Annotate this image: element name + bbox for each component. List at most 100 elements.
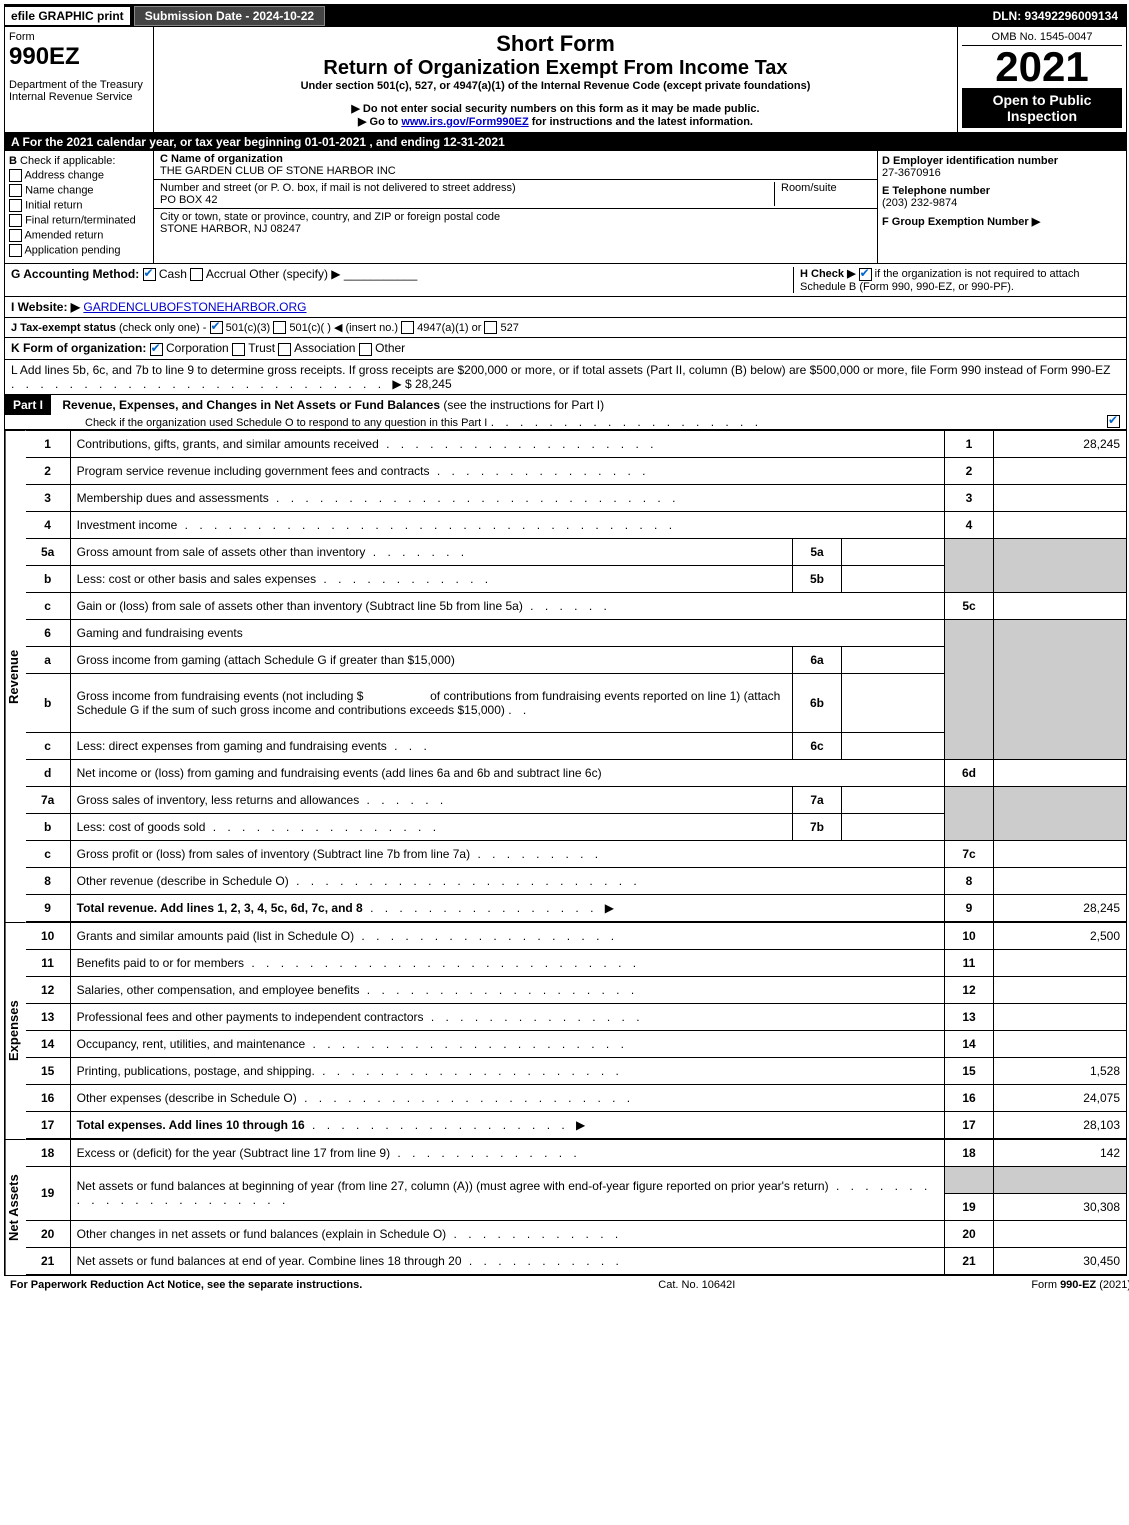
checkbox-final-return[interactable]: Final return/terminated: [9, 214, 149, 227]
line-desc: Net assets or fund balances at end of ye…: [70, 1247, 944, 1274]
desc-text: Other expenses (describe in Schedule O): [77, 1091, 297, 1105]
line-rn: 21: [945, 1247, 994, 1274]
goto-post: for instructions and the latest informat…: [529, 116, 753, 128]
line-no: 9: [26, 894, 71, 921]
sub-no: 5a: [793, 538, 842, 565]
efile-label: efile GRAPHIC print: [5, 7, 130, 25]
l-value: $ 28,245: [405, 377, 452, 391]
row-i: I Website: ▶ GARDENCLUBOFSTONEHARBOR.ORG: [5, 297, 1126, 318]
line-val: [994, 976, 1127, 1003]
dots: . . . . . . . . . . .: [462, 1254, 623, 1268]
street-label: Number and street (or P. O. box, if mail…: [160, 182, 516, 194]
spacer: [362, 1279, 658, 1291]
checkbox-icon: [9, 214, 22, 227]
line-no: 4: [26, 511, 71, 538]
part1-title: Revenue, Expenses, and Changes in Net As…: [54, 398, 440, 412]
line-desc: Less: direct expenses from gaming and fu…: [70, 732, 792, 759]
part1-note: (see the instructions for Part I): [443, 398, 604, 412]
j-opt2: 501(c)( ) ◀ (insert no.): [289, 322, 398, 334]
checkbox-amended-return[interactable]: Amended return: [9, 229, 149, 242]
checkbox-527[interactable]: [484, 321, 497, 334]
dots: . . . . . . . . . . . . . . .: [424, 1010, 644, 1024]
k-other: Other: [375, 341, 405, 355]
checkbox-501c3[interactable]: [210, 321, 223, 334]
checkbox-corp[interactable]: [150, 343, 163, 356]
j-opt3: 4947(a)(1) or: [417, 322, 481, 334]
grey-cell: [945, 538, 994, 592]
checkbox-address-change[interactable]: Address change: [9, 169, 149, 182]
j-note: (check only one) -: [119, 322, 206, 334]
line-no: 21: [26, 1247, 71, 1274]
checkbox-icon: [9, 229, 22, 242]
cb-label: Amended return: [24, 229, 103, 241]
line-no: 16: [26, 1084, 71, 1111]
line-rn: 8: [945, 867, 994, 894]
dots: . . . . . .: [523, 599, 611, 613]
checkbox-application-pending[interactable]: Application pending: [9, 244, 149, 257]
table-row: c Gain or (loss) from sale of assets oth…: [26, 592, 1126, 619]
dots: . . . . . . . . . . . . . . . . . . . . …: [289, 874, 641, 888]
line-desc: Gross income from fundraising events (no…: [70, 673, 792, 732]
dots: . . . . . . . . . . . . . . . . . . . . …: [11, 377, 392, 391]
dots: . . . . . . . . . . . . . . . . . . . . …: [297, 1091, 634, 1105]
dots: . . . . . . . . . . . . . . . . . . .: [491, 415, 762, 429]
footer-right-pre: Form: [1031, 1279, 1060, 1291]
checkbox-initial-return[interactable]: Initial return: [9, 199, 149, 212]
h-label: H Check ▶: [800, 268, 856, 280]
part1-header-row: Part I Revenue, Expenses, and Changes in…: [5, 395, 1126, 430]
j-opt4: 527: [501, 322, 519, 334]
line-rn: 1: [945, 430, 994, 457]
line-no: 17: [26, 1111, 71, 1138]
checkbox-other[interactable]: [359, 343, 372, 356]
dots: . . . . . . . . . . . . . . . .: [363, 901, 605, 915]
desc-text: Professional fees and other payments to …: [77, 1010, 424, 1024]
line-no: a: [26, 646, 71, 673]
sub-val: [842, 732, 945, 759]
checkbox-501c[interactable]: [273, 321, 286, 334]
city-row: City or town, state or province, country…: [154, 209, 877, 237]
checkbox-h[interactable]: [859, 268, 872, 281]
form-word: Form: [9, 31, 149, 43]
desc-text: Printing, publications, postage, and shi…: [77, 1064, 315, 1078]
checkbox-icon: [9, 244, 22, 257]
desc-text: Investment income: [77, 518, 178, 532]
cb-label: Name change: [25, 184, 94, 196]
line-desc: Less: cost of goods sold . . . . . . . .…: [70, 813, 792, 840]
sub-no: 6c: [793, 732, 842, 759]
website-link[interactable]: GARDENCLUBOFSTONEHARBOR.ORG: [83, 300, 306, 314]
table-row: 16 Other expenses (describe in Schedule …: [26, 1084, 1126, 1111]
grey-cell: [994, 1166, 1127, 1193]
line-no: b: [26, 673, 71, 732]
checkbox-schedule-o[interactable]: [1107, 415, 1120, 428]
line-no: 1: [26, 430, 71, 457]
short-form-title: Short Form: [158, 31, 953, 57]
part1-check-note: Check if the organization used Schedule …: [5, 417, 487, 429]
line-val: 24,075: [994, 1084, 1127, 1111]
dots: . . .: [387, 739, 431, 753]
checkbox-cash[interactable]: [143, 268, 156, 281]
checkbox-4947[interactable]: [401, 321, 414, 334]
line-rn: 6d: [945, 759, 994, 786]
line-no: 10: [26, 922, 71, 949]
line-desc: Gross income from gaming (attach Schedul…: [70, 646, 792, 673]
tel-value: (203) 232-9874: [882, 197, 957, 209]
line-rn: 3: [945, 484, 994, 511]
line-no: b: [26, 813, 71, 840]
street-row: Number and street (or P. O. box, if mail…: [154, 180, 877, 209]
line-val: 2,500: [994, 922, 1127, 949]
desc-text: Net assets or fund balances at end of ye…: [77, 1254, 462, 1268]
checkbox-assoc[interactable]: [278, 343, 291, 356]
checkbox-trust[interactable]: [232, 343, 245, 356]
tel-field: E Telephone number (203) 232-9874: [882, 185, 1122, 209]
dots: . . . . . . . . . . . . . . . . . . . . …: [269, 491, 680, 505]
dots: . . . . . . . . . . . . .: [390, 1146, 581, 1160]
table-row: 12 Salaries, other compensation, and emp…: [26, 976, 1126, 1003]
footer-right-post: (2021): [1096, 1279, 1129, 1291]
grey-cell: [994, 538, 1127, 592]
checkbox-name-change[interactable]: Name change: [9, 184, 149, 197]
irs-link[interactable]: www.irs.gov/Form990EZ: [401, 116, 528, 128]
checkbox-accrual[interactable]: [190, 268, 203, 281]
checkbox-icon: [9, 169, 22, 182]
header-left: Form 990EZ Department of the Treasury In…: [5, 27, 154, 132]
line-desc: Gain or (loss) from sale of assets other…: [70, 592, 944, 619]
